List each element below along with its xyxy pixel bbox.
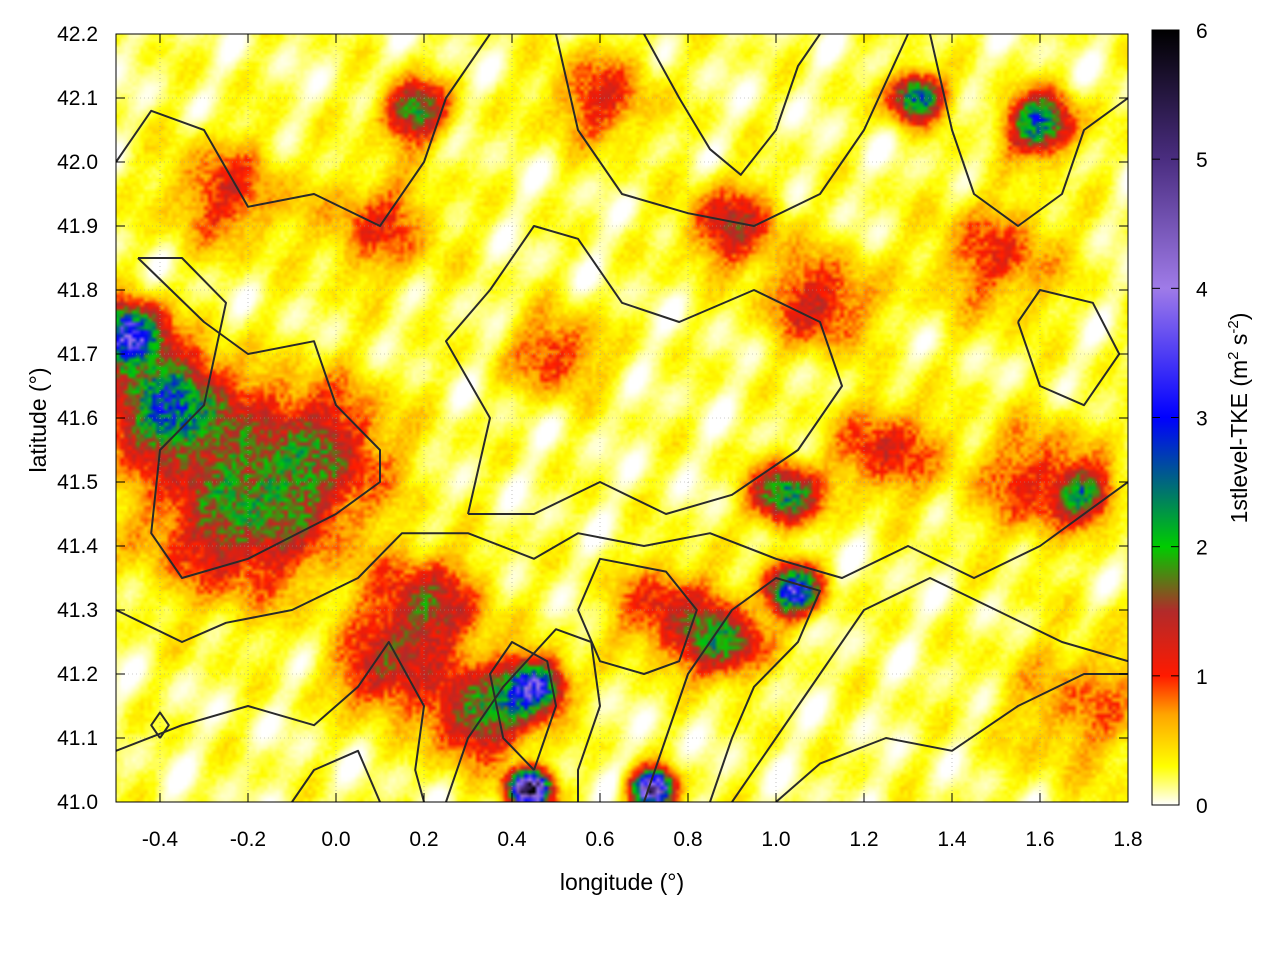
y-tick-label: 41.8 (57, 279, 98, 302)
contour-line (445, 225, 843, 515)
colorbar-tick-label: 4 (1196, 278, 1208, 301)
contour-line (775, 673, 1128, 802)
terrain-contours (116, 34, 1128, 802)
contour-line (577, 557, 698, 675)
x-tick-label: 0.6 (585, 828, 614, 851)
y-tick-label: 41.4 (57, 535, 98, 558)
colorbar-tick-label: 0 (1196, 795, 1208, 818)
x-tick-label: -0.4 (142, 828, 179, 851)
contour-line (116, 481, 1128, 643)
x-tick-label: 0.0 (321, 828, 350, 851)
contour-line (555, 34, 909, 227)
x-tick-label: 0.8 (673, 828, 702, 851)
x-tick-label: -0.2 (230, 828, 266, 851)
y-tick-label: 41.6 (57, 407, 98, 430)
contour-line (489, 641, 557, 771)
y-tick-label: 41.3 (57, 599, 98, 622)
x-tick-label: 1.0 (761, 828, 790, 851)
colorbar-tick-label: 6 (1196, 20, 1208, 43)
x-tick-label: 1.8 (1113, 828, 1142, 851)
contour-line (116, 641, 425, 802)
y-tick-label: 41.1 (57, 727, 98, 750)
colorbar-label-mid: s (1226, 334, 1252, 352)
colorbar-label-base: 1stlevel-TKE (m (1226, 360, 1252, 524)
y-tick-label: 41.7 (57, 343, 98, 366)
contour-line (137, 257, 381, 579)
y-axis-label: latitude (°) (25, 367, 51, 472)
x-tick-label: 1.2 (849, 828, 878, 851)
contour-line (150, 711, 170, 739)
y-tick-labels: 41.0 41.1 41.2 41.3 41.4 41.5 41.6 41.7 41.8 41.9… (57, 23, 98, 814)
x-tick-label: 1.6 (1025, 828, 1054, 851)
x-tick-labels: -0.4 -0.2 0.0 0.2 0.4 0.6 0.8 1.0 1.2 1.4 1.6 1.8 (142, 828, 1143, 851)
x-tick-label: 1.4 (937, 828, 967, 851)
contour-line (116, 34, 491, 227)
colorbar-tick-label: 5 (1196, 149, 1208, 172)
contour-line (291, 749, 381, 802)
colorbar-tick-label: 3 (1196, 408, 1208, 431)
colorbar-label: 1stlevel-TKE (m2 s-2) (1225, 313, 1252, 524)
colorbar-label-sup2: -2 (1225, 320, 1242, 333)
contour-line (929, 34, 1128, 227)
x-axis-label: longitude (°) (560, 869, 684, 895)
contour-line (643, 34, 821, 176)
x-tick-label: 0.2 (409, 828, 438, 851)
x-tick-label: 0.4 (497, 828, 527, 851)
colorbar-ticks: 0 1 2 3 4 5 6 (1152, 20, 1208, 818)
y-tick-label: 42.2 (57, 23, 98, 46)
colorbar-tick-label: 2 (1196, 537, 1208, 560)
colorbar-label-sup1: 2 (1225, 351, 1242, 359)
y-tick-label: 41.0 (57, 791, 98, 814)
colorbar-tick-label: 1 (1196, 666, 1208, 689)
y-tick-label: 42.0 (57, 151, 98, 174)
colorbar-label-end: ) (1226, 313, 1252, 321)
y-tick-label: 41.5 (57, 471, 98, 494)
y-tick-label: 42.1 (57, 87, 98, 110)
axis-ticks (116, 33, 1129, 803)
contour-line (445, 628, 601, 802)
contour-line (731, 577, 1128, 802)
y-tick-label: 41.2 (57, 663, 98, 686)
y-tick-label: 41.9 (57, 215, 98, 238)
contour-line (643, 577, 821, 802)
